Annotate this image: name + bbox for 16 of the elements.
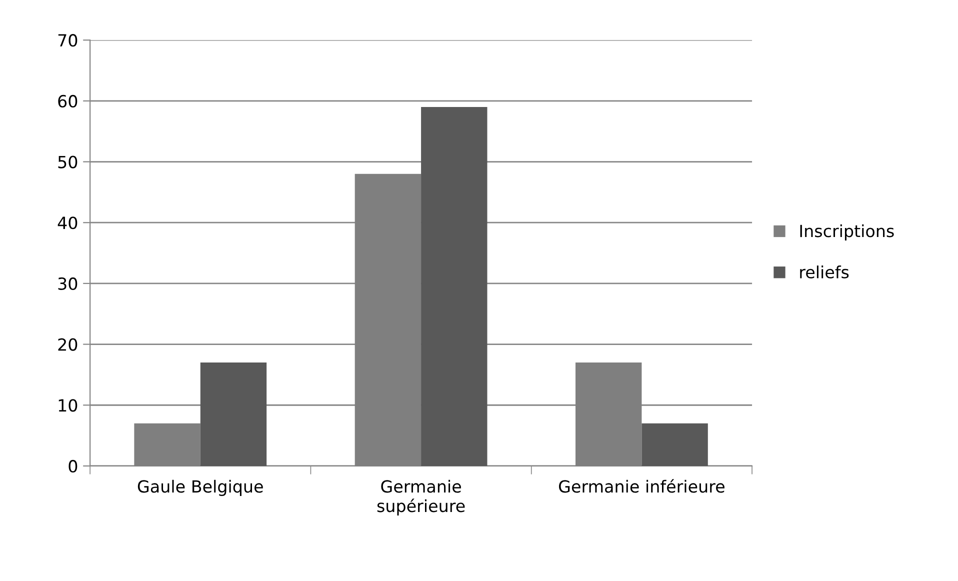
x-tick-label: Germanie supérieure <box>377 480 465 516</box>
y-tick-label: 10 <box>58 399 78 412</box>
y-tick-label: 40 <box>58 216 78 230</box>
bar <box>642 423 708 466</box>
legend-label: reliefs <box>800 266 849 278</box>
legend-label: Inscriptions <box>800 224 894 241</box>
bar <box>421 107 488 466</box>
y-tick-label: 0 <box>68 460 78 473</box>
x-tick-label: Germanie inférieure <box>559 479 724 493</box>
x-tick-label: Gaule Belgique <box>138 480 263 496</box>
y-tick-label: 20 <box>58 338 78 351</box>
y-tick-label: 60 <box>58 94 78 108</box>
bar <box>200 362 267 466</box>
y-tick-label: 70 <box>58 34 78 47</box>
y-tick-label: 30 <box>58 277 78 290</box>
y-tick-label: 50 <box>58 156 78 168</box>
